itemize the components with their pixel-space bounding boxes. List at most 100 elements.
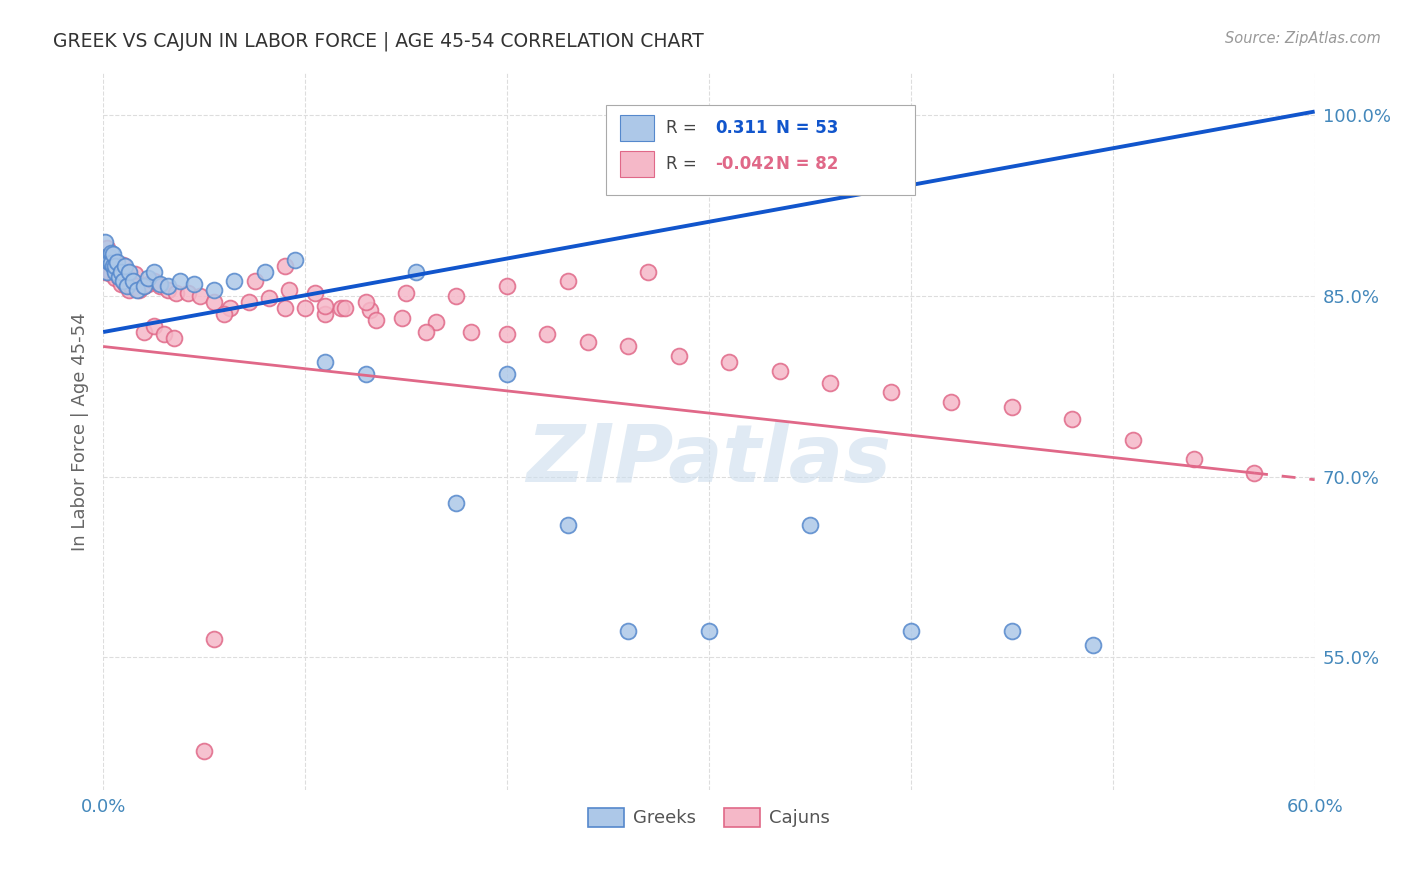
Point xyxy=(202,632,225,647)
Point xyxy=(219,301,242,315)
Point xyxy=(136,277,159,291)
Point xyxy=(132,279,155,293)
Point xyxy=(496,279,519,293)
Point xyxy=(98,255,121,269)
Point xyxy=(149,279,172,293)
Point xyxy=(112,275,135,289)
Point xyxy=(314,299,336,313)
Point xyxy=(718,355,741,369)
Text: -0.042: -0.042 xyxy=(716,155,775,173)
Point xyxy=(425,315,447,329)
Point xyxy=(536,327,558,342)
Text: Source: ZipAtlas.com: Source: ZipAtlas.com xyxy=(1225,31,1381,46)
Point xyxy=(94,265,117,279)
Point xyxy=(105,265,128,279)
Point xyxy=(277,283,299,297)
Point xyxy=(238,294,260,309)
Point xyxy=(114,277,136,291)
Point xyxy=(104,259,127,273)
Point xyxy=(96,241,118,255)
Legend: Greeks, Cajuns: Greeks, Cajuns xyxy=(581,801,837,835)
Point xyxy=(128,283,150,297)
Point xyxy=(169,275,191,289)
Point xyxy=(617,624,640,638)
Point xyxy=(1062,412,1084,426)
Point xyxy=(132,325,155,339)
Point xyxy=(879,385,901,400)
Point xyxy=(120,279,142,293)
Point xyxy=(415,325,437,339)
Point xyxy=(359,303,381,318)
Point xyxy=(104,265,127,279)
Point xyxy=(105,255,128,269)
Point xyxy=(103,258,125,272)
Point xyxy=(460,325,482,339)
Point xyxy=(446,289,468,303)
Point xyxy=(100,245,122,260)
Point xyxy=(294,301,316,315)
Point xyxy=(183,277,205,291)
Point xyxy=(108,269,131,284)
Point xyxy=(1001,400,1024,414)
Point xyxy=(668,349,690,363)
Point xyxy=(257,291,280,305)
Point xyxy=(557,275,579,289)
FancyBboxPatch shape xyxy=(620,115,654,141)
Point xyxy=(108,269,131,284)
Point xyxy=(446,496,468,510)
Point xyxy=(149,277,172,291)
Point xyxy=(98,262,121,277)
Point xyxy=(100,256,122,270)
Point xyxy=(214,307,236,321)
Point xyxy=(314,307,336,321)
Point xyxy=(1122,434,1144,448)
Text: N = 82: N = 82 xyxy=(776,155,838,173)
Text: ZIPatlas: ZIPatlas xyxy=(526,421,891,500)
Text: GREEK VS CAJUN IN LABOR FORCE | AGE 45-54 CORRELATION CHART: GREEK VS CAJUN IN LABOR FORCE | AGE 45-5… xyxy=(53,31,704,51)
Point xyxy=(142,275,165,289)
Point xyxy=(103,246,125,260)
Point xyxy=(405,265,427,279)
Point xyxy=(110,277,132,291)
Point xyxy=(496,368,519,382)
Text: 0.311: 0.311 xyxy=(716,120,768,137)
Point xyxy=(253,265,276,279)
Point xyxy=(224,275,246,289)
Point xyxy=(576,334,599,349)
Point xyxy=(364,313,387,327)
Point xyxy=(274,301,297,315)
Point xyxy=(127,283,149,297)
Point xyxy=(165,286,187,301)
Point xyxy=(156,283,179,297)
Point xyxy=(98,250,121,264)
Point xyxy=(163,331,186,345)
Point xyxy=(122,275,145,289)
Point xyxy=(96,259,118,273)
Point xyxy=(94,235,117,249)
Point xyxy=(108,265,131,279)
Point xyxy=(330,301,353,315)
Point xyxy=(156,279,179,293)
Point xyxy=(100,267,122,281)
Point xyxy=(110,267,132,281)
Point xyxy=(768,363,790,377)
Point xyxy=(1182,451,1205,466)
Point xyxy=(274,259,297,273)
Point xyxy=(136,270,159,285)
Point xyxy=(142,318,165,333)
Point xyxy=(354,294,377,309)
Point xyxy=(818,376,841,390)
Point xyxy=(304,286,326,301)
Point xyxy=(1081,638,1104,652)
Point xyxy=(617,339,640,353)
Point xyxy=(117,279,139,293)
Point xyxy=(98,250,121,264)
Point xyxy=(395,286,418,301)
Point xyxy=(132,279,155,293)
Point xyxy=(335,301,357,315)
Point xyxy=(96,265,118,279)
Point xyxy=(96,252,118,267)
Point xyxy=(177,286,200,301)
Point xyxy=(202,283,225,297)
Point xyxy=(117,267,139,281)
